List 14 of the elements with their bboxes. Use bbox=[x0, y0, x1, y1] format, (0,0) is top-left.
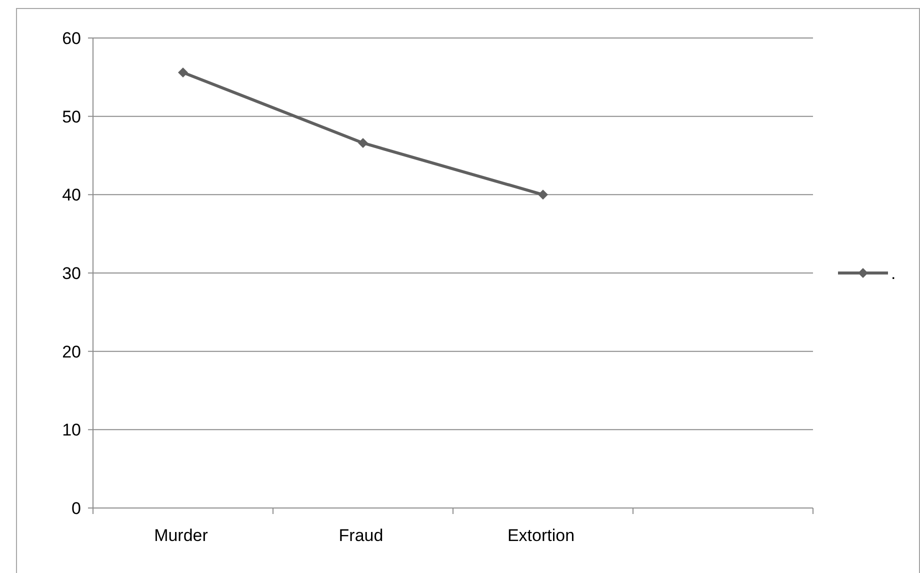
point bbox=[538, 190, 548, 200]
y-tick-label: 0 bbox=[72, 498, 81, 518]
y-tick-label: 40 bbox=[62, 186, 81, 205]
x-tick-label: Murder bbox=[154, 526, 208, 545]
x-tick-label: Fraud bbox=[338, 526, 384, 545]
y-tick-label: 30 bbox=[62, 264, 81, 283]
point bbox=[178, 67, 188, 78]
y-tick-label: 20 bbox=[62, 342, 81, 362]
y-tick-label: 50 bbox=[62, 107, 81, 126]
point bbox=[358, 138, 368, 148]
x-tick-label: Extortion bbox=[507, 526, 575, 545]
legend-label: . bbox=[891, 264, 896, 283]
y-tick-label: 10 bbox=[62, 420, 81, 440]
y-tick-label: 60 bbox=[62, 28, 81, 48]
